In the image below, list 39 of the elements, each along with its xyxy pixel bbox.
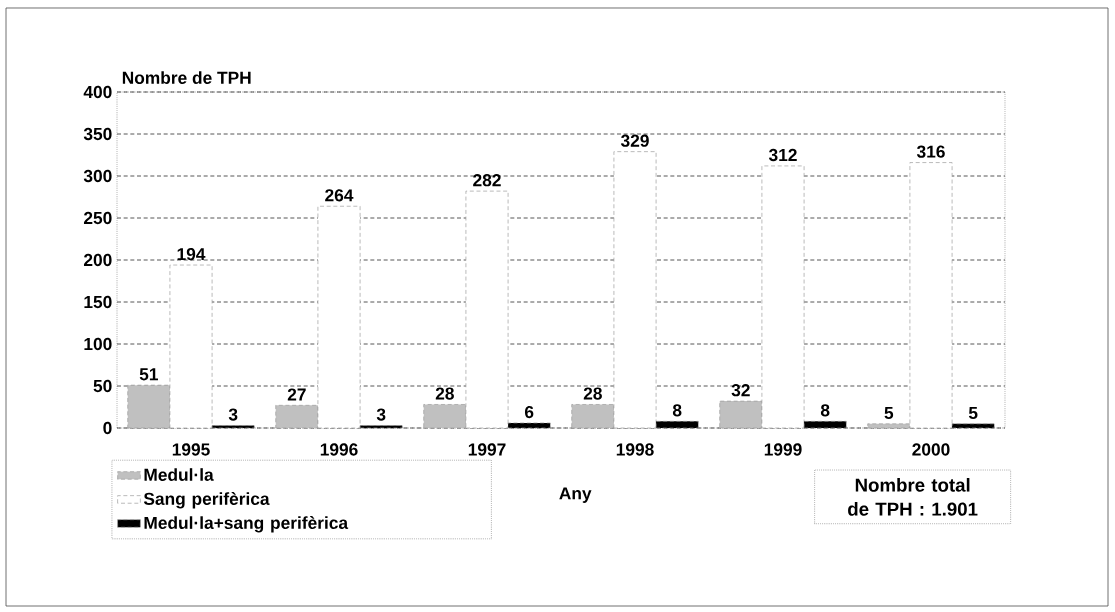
y-tick-label: 50: [93, 379, 112, 393]
legend-label: Medul·la+sang perifèrica: [144, 516, 349, 533]
x-tick-label: 1997: [468, 443, 506, 456]
data-label: 27: [287, 388, 306, 401]
data-label: 194: [177, 247, 206, 261]
data-label: 3: [376, 408, 386, 421]
data-label: 8: [820, 404, 830, 417]
x-tick-label: 1999: [764, 443, 802, 456]
y-tick-label: 400: [83, 85, 112, 99]
x-tick-label: 1995: [172, 443, 210, 456]
y-tick-label: 200: [83, 253, 112, 267]
data-label: 329: [620, 134, 649, 147]
data-label: 5: [884, 406, 894, 420]
data-label: 8: [672, 404, 682, 417]
y-tick-label: 250: [83, 211, 112, 225]
data-label: 264: [325, 189, 354, 202]
legend-label: Medul·la: [144, 468, 214, 481]
data-label: 6: [524, 405, 534, 419]
data-label: 312: [768, 148, 797, 162]
data-label: 3: [228, 408, 238, 421]
legend-label: Sang perifèrica: [143, 492, 270, 509]
data-label: 28: [583, 387, 602, 400]
data-label: 28: [435, 387, 454, 400]
y-tick-label: 150: [84, 295, 112, 309]
y-tick-label: 100: [84, 337, 112, 351]
y-axis-title: Nombre de TPH: [122, 71, 251, 84]
data-label: 51: [139, 368, 158, 381]
data-label: 5: [968, 406, 978, 420]
x-tick-label: 1998: [616, 443, 654, 456]
data-label: 32: [731, 384, 750, 397]
y-tick-label: 0: [103, 421, 112, 435]
data-label: 282: [473, 174, 501, 187]
x-axis-title: Any: [559, 487, 592, 503]
y-tick-label: 300: [83, 169, 112, 183]
data-label: 316: [916, 145, 945, 158]
text: Nombre total de TPH : 1.901: [848, 478, 978, 516]
x-tick-label: 1996: [320, 443, 358, 456]
y-tick-label: 350: [83, 127, 112, 141]
x-tick-label: 2000: [912, 443, 950, 456]
